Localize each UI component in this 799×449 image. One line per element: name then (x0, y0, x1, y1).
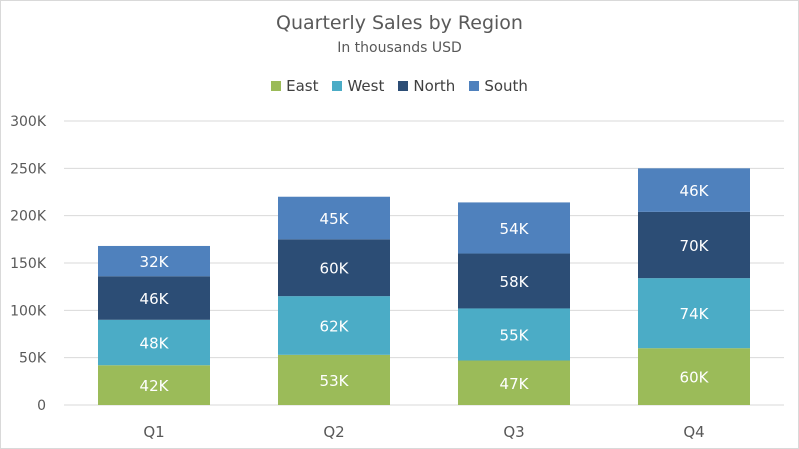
legend-item: East (271, 77, 318, 95)
legend-label: East (286, 77, 319, 95)
data-label: 60K (320, 260, 350, 278)
bar-segment (98, 276, 210, 320)
bar-segment (278, 239, 390, 297)
data-label: 46K (140, 290, 170, 308)
legend-swatch (271, 81, 282, 91)
data-label: 55K (500, 326, 530, 344)
bar-segment (98, 319, 210, 366)
bar-segment (98, 245, 210, 277)
data-label: 54K (500, 220, 530, 238)
data-label: 46K (680, 182, 710, 200)
y-tick-label: 0 (37, 398, 46, 414)
y-tick-label: 200K (10, 209, 47, 225)
legend: East West North South (0, 77, 799, 95)
legend-label: North (413, 77, 456, 95)
bar-segment (638, 278, 750, 349)
bar-segment (458, 360, 570, 405)
y-tick-label: 100K (10, 303, 47, 319)
x-tick-label: Q3 (503, 423, 524, 441)
bar-segment (278, 354, 390, 405)
y-tick-label: 150K (10, 256, 47, 272)
bar-segment (458, 202, 570, 254)
bar-segment (638, 211, 750, 279)
legend-label: West (347, 77, 385, 95)
legend-swatch (398, 81, 409, 91)
x-tick-label: Q2 (323, 423, 344, 441)
legend-swatch (469, 81, 480, 91)
data-label: 42K (140, 377, 170, 395)
bar-segment (278, 196, 390, 240)
bar-segment (458, 308, 570, 361)
data-label: 32K (140, 253, 170, 271)
legend-item: South (469, 77, 528, 95)
data-label: 48K (140, 335, 170, 353)
data-label: 47K (500, 375, 530, 393)
bar-segment (98, 365, 210, 405)
data-label: 60K (680, 369, 710, 387)
bar-segment (458, 253, 570, 309)
bar-segment (278, 296, 390, 355)
x-tick-label: Q4 (683, 423, 704, 441)
data-label: 58K (500, 273, 530, 291)
data-label: 62K (320, 317, 350, 335)
y-tick-label: 250K (10, 161, 47, 177)
legend-label: South (484, 77, 528, 95)
data-label: 70K (680, 237, 710, 255)
y-tick-label: 300K (10, 114, 47, 130)
x-tick-label: Q1 (143, 423, 164, 441)
legend-item: West (332, 77, 384, 95)
bar-segment (638, 348, 750, 405)
bar-segment (638, 168, 750, 212)
chart-title: Quarterly Sales by Region (276, 12, 523, 34)
y-tick-label: 50K (19, 351, 47, 367)
chart-subtitle: In thousands USD (337, 40, 462, 56)
data-label: 53K (320, 372, 350, 390)
data-label: 74K (680, 305, 710, 323)
data-label: 45K (320, 210, 350, 228)
legend-swatch (332, 81, 343, 91)
legend-item: North (398, 77, 455, 95)
